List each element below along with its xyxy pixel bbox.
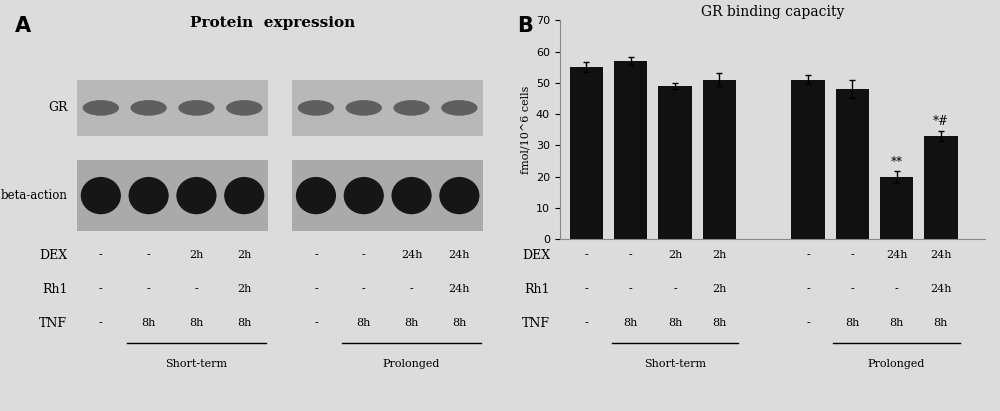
Text: Short-term: Short-term bbox=[165, 359, 228, 369]
Text: -: - bbox=[314, 250, 318, 261]
Ellipse shape bbox=[391, 177, 432, 214]
Text: beta-action: beta-action bbox=[0, 189, 67, 202]
Text: 8h: 8h bbox=[712, 318, 726, 328]
Text: 2h: 2h bbox=[712, 250, 726, 261]
Text: 24h: 24h bbox=[401, 250, 422, 261]
Text: -: - bbox=[195, 284, 198, 294]
Ellipse shape bbox=[176, 177, 217, 214]
Ellipse shape bbox=[130, 100, 167, 116]
Text: -: - bbox=[673, 284, 677, 294]
Text: 8h: 8h bbox=[889, 318, 904, 328]
Text: Rh1: Rh1 bbox=[42, 283, 67, 296]
Text: 2h: 2h bbox=[668, 250, 682, 261]
Text: -: - bbox=[99, 250, 103, 261]
Text: DEX: DEX bbox=[522, 249, 550, 262]
Text: 8h: 8h bbox=[404, 318, 419, 328]
Ellipse shape bbox=[441, 100, 478, 116]
Text: -: - bbox=[850, 284, 854, 294]
Bar bbox=[292, 160, 483, 231]
Text: B: B bbox=[517, 16, 533, 36]
Text: -: - bbox=[362, 284, 366, 294]
Text: -: - bbox=[314, 318, 318, 328]
Ellipse shape bbox=[81, 177, 121, 214]
Text: -: - bbox=[584, 318, 588, 328]
Text: Short-term: Short-term bbox=[644, 359, 706, 369]
Text: -: - bbox=[806, 250, 810, 261]
Text: 24h: 24h bbox=[449, 250, 470, 261]
Ellipse shape bbox=[393, 100, 430, 116]
Text: 2h: 2h bbox=[712, 284, 726, 294]
Bar bbox=[77, 80, 268, 136]
Bar bbox=[292, 80, 483, 136]
Text: 8h: 8h bbox=[452, 318, 467, 328]
Text: -: - bbox=[806, 318, 810, 328]
Text: 2h: 2h bbox=[237, 250, 251, 261]
Text: TNF: TNF bbox=[39, 316, 67, 330]
Text: 8h: 8h bbox=[934, 318, 948, 328]
Text: 8h: 8h bbox=[357, 318, 371, 328]
Text: 2h: 2h bbox=[237, 284, 251, 294]
Ellipse shape bbox=[298, 100, 334, 116]
Text: -: - bbox=[147, 284, 151, 294]
Text: 8h: 8h bbox=[189, 318, 204, 328]
Text: GR: GR bbox=[48, 102, 67, 114]
Text: -: - bbox=[99, 318, 103, 328]
Text: 8h: 8h bbox=[237, 318, 251, 328]
Text: TNF: TNF bbox=[522, 316, 550, 330]
Text: 8h: 8h bbox=[845, 318, 859, 328]
Text: -: - bbox=[314, 284, 318, 294]
Text: -: - bbox=[895, 284, 898, 294]
Text: -: - bbox=[147, 250, 151, 261]
Text: -: - bbox=[584, 284, 588, 294]
Text: Prolonged: Prolonged bbox=[383, 359, 440, 369]
Ellipse shape bbox=[439, 177, 479, 214]
Text: Prolonged: Prolonged bbox=[868, 359, 925, 369]
Text: -: - bbox=[584, 250, 588, 261]
Text: -: - bbox=[629, 250, 633, 261]
Text: 24h: 24h bbox=[886, 250, 907, 261]
Ellipse shape bbox=[296, 177, 336, 214]
Text: Rh1: Rh1 bbox=[525, 283, 550, 296]
Ellipse shape bbox=[83, 100, 119, 116]
Text: 24h: 24h bbox=[930, 250, 952, 261]
Text: 24h: 24h bbox=[930, 284, 952, 294]
Ellipse shape bbox=[344, 177, 384, 214]
Text: 8h: 8h bbox=[141, 318, 156, 328]
Text: Protein  expression: Protein expression bbox=[190, 16, 356, 30]
Text: 2h: 2h bbox=[189, 250, 204, 261]
Text: -: - bbox=[410, 284, 413, 294]
Text: -: - bbox=[850, 250, 854, 261]
Ellipse shape bbox=[178, 100, 215, 116]
Text: -: - bbox=[806, 284, 810, 294]
Text: 24h: 24h bbox=[449, 284, 470, 294]
Text: A: A bbox=[15, 16, 31, 36]
Ellipse shape bbox=[224, 177, 264, 214]
Ellipse shape bbox=[346, 100, 382, 116]
Text: DEX: DEX bbox=[39, 249, 67, 262]
Text: 8h: 8h bbox=[668, 318, 682, 328]
Text: -: - bbox=[629, 284, 633, 294]
Text: -: - bbox=[99, 284, 103, 294]
Ellipse shape bbox=[226, 100, 262, 116]
Bar bbox=[77, 160, 268, 231]
Text: -: - bbox=[362, 250, 366, 261]
Text: 8h: 8h bbox=[623, 318, 638, 328]
Ellipse shape bbox=[129, 177, 169, 214]
